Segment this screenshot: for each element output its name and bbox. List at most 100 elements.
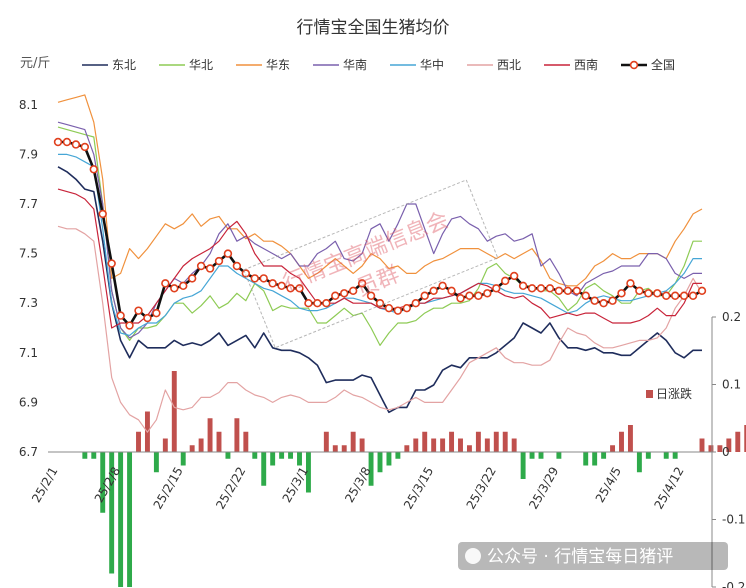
- daily-change-bar: [252, 452, 258, 459]
- daily-change-bar: [198, 438, 204, 452]
- daily-change-bar: [484, 438, 490, 452]
- series-point-全国: [80, 142, 90, 152]
- series-point-全国: [71, 140, 81, 149]
- series-point-全国: [286, 284, 295, 293]
- series-point-全国: [581, 291, 590, 300]
- daily-change-bar: [672, 452, 678, 459]
- x-tick-label: 25/4/12: [651, 465, 686, 512]
- daily-change-bar: [645, 452, 651, 459]
- series-point-全国: [474, 291, 483, 300]
- daily-change-bar: [744, 425, 746, 452]
- series-point-全国: [187, 274, 197, 283]
- series-point-全国: [599, 299, 608, 308]
- series-point-全国: [688, 291, 698, 300]
- daily-change-bar: [118, 452, 124, 587]
- series-point-全国: [214, 256, 224, 266]
- series-point-全国: [232, 261, 242, 271]
- daily-change-bar: [583, 452, 589, 466]
- series-point-全国: [653, 289, 662, 298]
- series-point-全国: [304, 299, 313, 308]
- y-tick-label: 7.5: [19, 247, 38, 261]
- series-point-全国: [518, 281, 528, 291]
- daily-change-bar: [493, 431, 499, 452]
- y-tick-label: 6.9: [19, 395, 38, 409]
- series-point-全国: [161, 279, 170, 288]
- legend-label: 全国: [651, 57, 675, 72]
- series-point-全国: [536, 284, 546, 293]
- series-point-全国: [134, 306, 143, 315]
- daily-change-bar: [305, 452, 311, 493]
- series-point-全国: [53, 137, 63, 147]
- daily-change-bar: [368, 452, 374, 486]
- series-point-全国: [626, 279, 635, 288]
- y2-tick-label: 0: [722, 445, 730, 459]
- series-point-全国: [98, 209, 107, 219]
- daily-change-bar: [538, 452, 544, 459]
- wechat-icon: [465, 548, 481, 564]
- footer-text: 公众号 · 行情宝每日猪评: [487, 547, 673, 567]
- daily-change-bar: [171, 371, 177, 452]
- series-point-全国: [89, 165, 98, 174]
- daily-change-bar: [619, 431, 624, 452]
- daily-change-bar: [422, 431, 428, 452]
- x-tick-label: 25/2/1: [29, 465, 60, 505]
- series-point-全国: [143, 313, 152, 323]
- axes: [48, 316, 716, 588]
- daily-change-bar: [636, 452, 642, 473]
- daily-change-bar: [475, 431, 481, 452]
- series-point-全国: [662, 291, 671, 300]
- series-point-全国: [545, 284, 555, 293]
- series-point-全国: [340, 289, 349, 298]
- daily-change-bar: [431, 438, 437, 452]
- daily-change-bar: [153, 452, 159, 473]
- daily-change-bar: [699, 438, 705, 452]
- daily-change-bar: [610, 445, 616, 452]
- series-point-全国: [277, 281, 286, 291]
- y-axis-unit-label: 元/斤: [20, 56, 50, 71]
- series-point-全国: [697, 286, 707, 295]
- series-point-全国: [196, 261, 206, 271]
- series-line-西北: [57, 225, 703, 433]
- series-lines: [53, 94, 707, 433]
- series-point-全国: [554, 286, 564, 295]
- x-tick-label: 25/3/29: [526, 465, 561, 512]
- daily-change-bar: [288, 452, 294, 459]
- series-point-全国: [456, 294, 465, 303]
- series-point-全国: [152, 308, 161, 318]
- daily-change-bar: [162, 438, 168, 452]
- series-point-全国: [313, 299, 322, 308]
- daily-change-bar: [511, 438, 517, 452]
- daily-change-bar: [556, 452, 562, 459]
- series-point-全国: [322, 299, 331, 308]
- stamp-border: [243, 179, 499, 349]
- daily-change-bar: [270, 452, 276, 466]
- series-point-全国: [331, 291, 340, 300]
- daily-change-bar: [234, 418, 240, 452]
- x-tick-label: 25/3/15: [401, 465, 436, 512]
- daily-change-bar: [395, 452, 401, 459]
- series-point-全国: [590, 296, 599, 305]
- y2-tick-label: -0.2: [722, 580, 745, 588]
- bar-legend: 日涨跌: [646, 386, 692, 401]
- y2-tick-label: 0.1: [722, 378, 741, 392]
- bar-legend-swatch: [646, 390, 653, 398]
- daily-change-bar: [261, 452, 267, 486]
- daily-change-bar: [458, 438, 463, 452]
- series-point-全国: [250, 274, 259, 283]
- daily-change-bar: [404, 445, 410, 452]
- y-tick-label: 7.7: [19, 197, 38, 211]
- daily-change-bar: [189, 445, 195, 452]
- daily-change-bar: [180, 452, 186, 466]
- series-point-全国: [384, 303, 394, 313]
- daily-change-bar: [109, 452, 115, 574]
- daily-change-bar: [279, 452, 285, 459]
- daily-change-bar: [386, 452, 392, 466]
- daily-change-bar: [708, 445, 714, 452]
- series-line-华东: [57, 94, 703, 287]
- series-point-全国: [116, 311, 125, 320]
- y-tick-label: 6.7: [19, 445, 38, 459]
- daily-change-bar: [601, 452, 607, 459]
